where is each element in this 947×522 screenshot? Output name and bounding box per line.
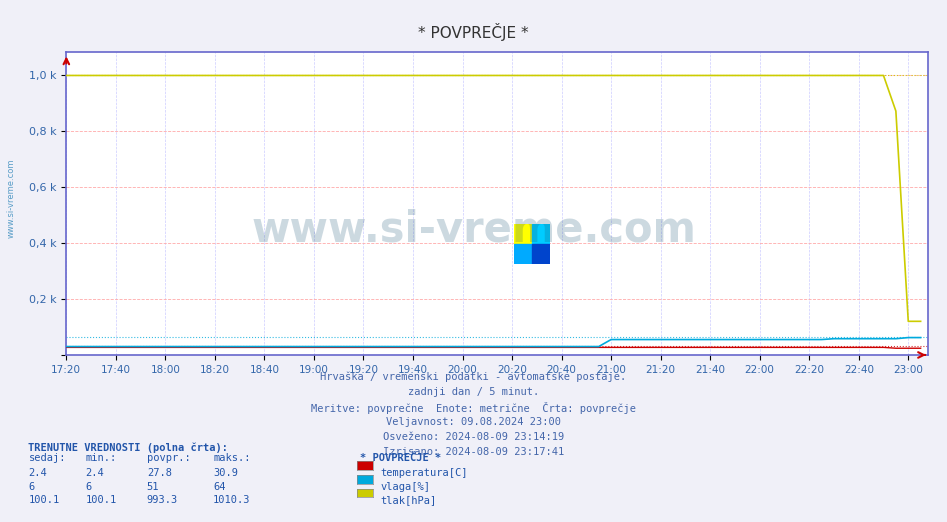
Text: TRENUTNE VREDNOSTI (polna črta):: TRENUTNE VREDNOSTI (polna črta): — [28, 442, 228, 453]
Text: 64: 64 — [213, 482, 225, 492]
Text: maks.:: maks.: — [213, 453, 251, 462]
Text: Hrvaška / vremenski podatki - avtomatske postaje.: Hrvaška / vremenski podatki - avtomatske… — [320, 372, 627, 382]
Bar — [514, 244, 532, 264]
Bar — [514, 224, 532, 244]
Text: Osveženo: 2024-08-09 23:14:19: Osveženo: 2024-08-09 23:14:19 — [383, 432, 564, 442]
Text: www.si-vreme.com: www.si-vreme.com — [7, 159, 16, 238]
Text: * POVPREČJE *: * POVPREČJE * — [360, 453, 441, 462]
Text: Meritve: povprečne  Enote: metrične  Črta: povprečje: Meritve: povprečne Enote: metrične Črta:… — [311, 402, 636, 414]
Text: 6: 6 — [85, 482, 92, 492]
Text: 51: 51 — [147, 482, 159, 492]
Text: 6: 6 — [28, 482, 35, 492]
Text: www.si-vreme.com: www.si-vreme.com — [251, 209, 696, 251]
Bar — [532, 244, 550, 264]
Text: 2.4: 2.4 — [85, 468, 104, 478]
Text: zadnji dan / 5 minut.: zadnji dan / 5 minut. — [408, 387, 539, 397]
Text: tlak[hPa]: tlak[hPa] — [381, 495, 437, 505]
Text: 27.8: 27.8 — [147, 468, 171, 478]
Bar — [532, 224, 550, 244]
Text: Izrisano: 2024-08-09 23:17:41: Izrisano: 2024-08-09 23:17:41 — [383, 447, 564, 457]
Text: 100.1: 100.1 — [28, 495, 60, 505]
Text: 30.9: 30.9 — [213, 468, 238, 478]
Text: min.:: min.: — [85, 453, 116, 462]
Text: 2.4: 2.4 — [28, 468, 47, 478]
Text: * POVPREČJE *: * POVPREČJE * — [419, 23, 528, 41]
Text: 1010.3: 1010.3 — [213, 495, 251, 505]
Text: 993.3: 993.3 — [147, 495, 178, 505]
Text: vlaga[%]: vlaga[%] — [381, 482, 431, 492]
Text: temperatura[C]: temperatura[C] — [381, 468, 468, 478]
Text: povpr.:: povpr.: — [147, 453, 190, 462]
Text: sedaj:: sedaj: — [28, 453, 66, 462]
Text: Veljavnost: 09.08.2024 23:00: Veljavnost: 09.08.2024 23:00 — [386, 417, 561, 427]
Text: 100.1: 100.1 — [85, 495, 116, 505]
